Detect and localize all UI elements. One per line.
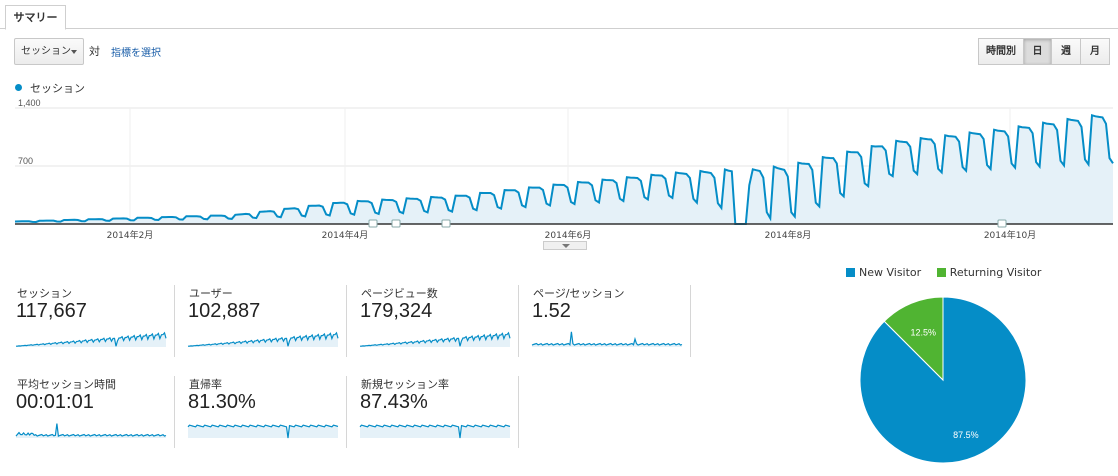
sparkline-line bbox=[531, 331, 683, 346]
new-visitor-swatch-icon bbox=[846, 268, 855, 277]
x-tick-label: 2014年8月 bbox=[765, 229, 812, 241]
metric-value: 102,887 bbox=[188, 300, 261, 322]
pie-slice-label: 12.5% bbox=[911, 328, 937, 338]
sparkline-line bbox=[15, 423, 167, 437]
metric-value: 87.43% bbox=[360, 391, 428, 413]
y-tick-label: 700 bbox=[18, 156, 33, 166]
metric-sparkline bbox=[531, 331, 683, 347]
annotation-marker-icon[interactable] bbox=[997, 219, 1007, 228]
metric-value: 117,667 bbox=[16, 300, 87, 322]
metric-value: 81.30% bbox=[188, 391, 256, 413]
granularity-day-button[interactable]: 日 bbox=[1023, 38, 1052, 65]
metric-sparkline bbox=[359, 424, 511, 439]
metric-label: ユーザー bbox=[189, 287, 233, 300]
metric-label: ページビュー数 bbox=[361, 287, 438, 300]
annotation-marker-icon[interactable] bbox=[391, 219, 401, 228]
series-color-icon bbox=[15, 84, 22, 91]
metric-tile[interactable]: 直帰率 81.30% bbox=[187, 376, 347, 448]
x-tick-label: 2014年2月 bbox=[107, 229, 154, 241]
sessions-area bbox=[15, 115, 1113, 224]
sparkline-line bbox=[359, 331, 511, 347]
metric-label: 平均セッション時間 bbox=[17, 378, 116, 391]
sparkline-line bbox=[187, 331, 339, 347]
select-metric-link[interactable]: 指標を選択 bbox=[111, 48, 161, 59]
metric-tile[interactable]: 新規セッション率 87.43% bbox=[359, 376, 519, 448]
sessions-line-chart[interactable]: 1,400 700 2014年2月 2014年4月 2014年6月 2014年8月 2014… bbox=[0, 96, 1118, 241]
x-tick-label: 2014年10月 bbox=[984, 229, 1036, 241]
annotation-marker-icon[interactable] bbox=[368, 219, 378, 228]
metric-sparkline bbox=[187, 424, 339, 439]
metric-select[interactable]: セッション bbox=[14, 38, 84, 65]
metric-sparkline bbox=[15, 331, 167, 347]
metric-value: 00:01:01 bbox=[16, 391, 94, 413]
visitor-pie-chart[interactable]: 87.5% 12.5% bbox=[855, 293, 1035, 468]
metric-tile[interactable]: セッション 117,667 bbox=[15, 285, 175, 357]
metric-label: 新規セッション率 bbox=[361, 378, 449, 391]
sessions-line bbox=[14, 114, 1114, 225]
metric-value: 179,324 bbox=[360, 300, 433, 322]
tab-summary[interactable]: サマリー bbox=[5, 5, 66, 30]
metric-sparkline bbox=[15, 423, 167, 438]
metric-label: 直帰率 bbox=[189, 378, 222, 391]
chart-legend: セッション bbox=[15, 80, 85, 96]
metric-tile[interactable]: ユーザー 102,887 bbox=[187, 285, 347, 357]
returning-visitor-swatch-icon bbox=[936, 268, 946, 277]
metric-tile[interactable]: 平均セッション時間 00:01:01 bbox=[15, 376, 175, 448]
metric-tile[interactable]: ページビュー数 179,324 bbox=[359, 285, 519, 357]
sparkline-area bbox=[16, 423, 166, 438]
metric-sparkline bbox=[359, 331, 511, 347]
granularity-hourly-button[interactable]: 時間別 bbox=[978, 38, 1024, 65]
pie-slice-label: 87.5% bbox=[953, 430, 979, 440]
granularity-month-button[interactable]: 月 bbox=[1080, 38, 1110, 65]
annotation-marker-icon[interactable] bbox=[441, 219, 451, 228]
metric-select-value: セッション bbox=[21, 46, 71, 57]
x-tick-label: 2014年6月 bbox=[545, 229, 592, 241]
pie-legend-returning: Returning Visitor bbox=[949, 266, 1042, 279]
sparkline-area bbox=[188, 425, 338, 438]
granularity-buttons: 時間別 日 週 月 bbox=[978, 38, 1110, 65]
vs-label: 対 bbox=[89, 45, 100, 58]
chart-collapse-handle[interactable] bbox=[543, 241, 587, 250]
metric-sparkline bbox=[187, 331, 339, 347]
x-tick-label: 2014年4月 bbox=[322, 229, 369, 241]
chevron-down-icon bbox=[71, 50, 77, 54]
y-tick-label: 1,400 bbox=[18, 98, 41, 108]
tab-bar: サマリー bbox=[0, 0, 1118, 30]
sparkline-line bbox=[359, 424, 511, 439]
sparkline-area bbox=[532, 331, 682, 347]
metric-label: ページ/セッション bbox=[533, 287, 625, 300]
metric-tile[interactable]: ページ/セッション 1.52 bbox=[531, 285, 691, 357]
sparkline-line bbox=[15, 331, 167, 347]
granularity-week-button[interactable]: 週 bbox=[1051, 38, 1081, 65]
pie-slice-returning-visitor[interactable] bbox=[883, 296, 944, 382]
series-label: セッション bbox=[30, 82, 85, 95]
sparkline-area bbox=[360, 425, 510, 438]
pie-legend-new: New Visitor bbox=[859, 266, 922, 279]
sparkline-line bbox=[187, 424, 339, 439]
pie-legend: New Visitor Returning Visitor bbox=[846, 266, 1053, 279]
metric-label: セッション bbox=[17, 287, 72, 300]
metric-value: 1.52 bbox=[532, 300, 571, 322]
